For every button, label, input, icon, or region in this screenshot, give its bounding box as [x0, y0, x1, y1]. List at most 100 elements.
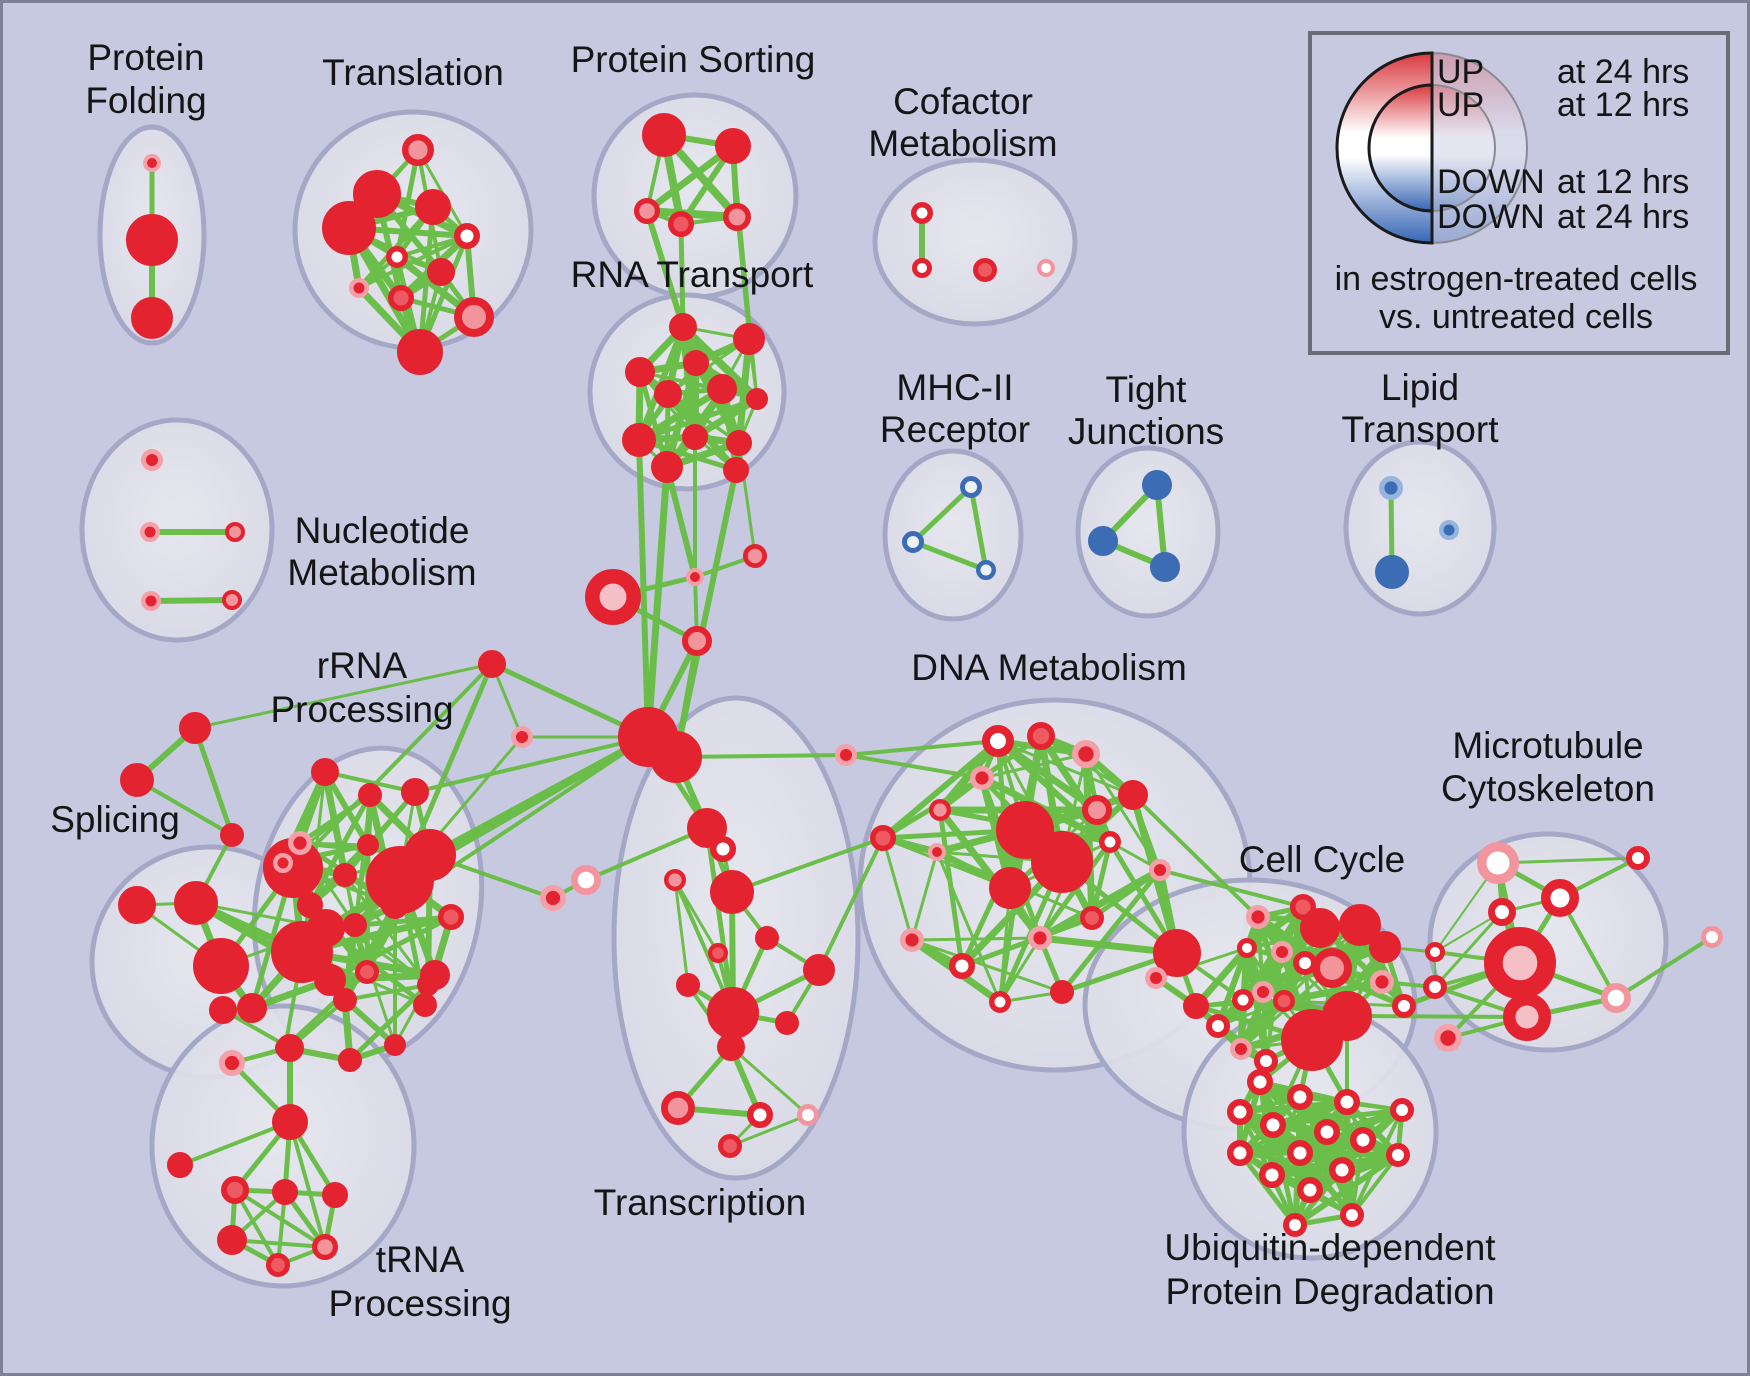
node-microtubule-cytoskeleton — [1423, 975, 1447, 999]
node-dna-metabolism — [1072, 740, 1101, 769]
node-cell-cycle — [1300, 908, 1340, 948]
node-rna-transport — [654, 380, 682, 408]
node-splicing — [438, 903, 465, 930]
node-microtubule-cytoskeleton — [1601, 983, 1631, 1013]
legend-time-0: at 24 hrs — [1557, 53, 1689, 91]
node-bridges — [510, 725, 533, 748]
node-dna-metabolism — [1082, 795, 1112, 825]
edge-link — [1345, 1014, 1529, 1019]
edge-trna-processing — [288, 1120, 327, 1249]
node-transcription — [687, 808, 727, 848]
edge-cell-cycle — [1280, 978, 1386, 1005]
node-cofactor-metabolism — [911, 202, 933, 224]
legend-caption-1: vs. untreated cells — [1379, 298, 1653, 336]
node-bridges — [585, 569, 642, 626]
nodes-layer — [118, 113, 1723, 1278]
node-trna-processing — [322, 1182, 348, 1208]
edge-link — [678, 221, 686, 330]
edge-ubiquitin-degradation — [1297, 1107, 1405, 1156]
cluster-label-lipid-transport: Transport — [1342, 409, 1500, 450]
node-ubiquitin-degradation — [1386, 1143, 1410, 1167]
node-transcription — [676, 973, 700, 997]
node-protein-sorting — [715, 128, 751, 164]
node-dna-metabolism — [949, 953, 975, 979]
node-trna-processing — [272, 1179, 298, 1205]
edge-link — [1158, 868, 1305, 909]
node-dna-metabolism — [1148, 858, 1171, 881]
node-translation — [353, 170, 401, 218]
edge-nucleotide-metabolism — [148, 597, 235, 604]
edge-transcription — [729, 1045, 810, 1117]
edge-microtubule-cytoskeleton — [1496, 856, 1640, 865]
node-cell-cycle — [1322, 991, 1372, 1041]
node-transcription — [796, 1103, 819, 1126]
edge-link — [730, 836, 885, 894]
node-cell-cycle — [1273, 989, 1296, 1012]
legend-time-1: at 12 hrs — [1557, 86, 1689, 124]
node-transcription — [755, 926, 779, 950]
edge-dna-metabolism — [959, 915, 1095, 969]
cluster-ellipse-cofactor-metabolism — [872, 157, 1078, 327]
node-translation — [454, 297, 494, 337]
node-rrna-processing — [311, 758, 339, 786]
node-microtubule-cytoskeleton — [1541, 879, 1579, 917]
edge-rna-transport — [636, 396, 760, 443]
node-cell-cycle — [1144, 966, 1167, 989]
edge-dna-metabolism — [910, 936, 1042, 942]
edge-microtubule-cytoskeleton — [1558, 896, 1618, 1000]
edge-transcription — [728, 1113, 810, 1148]
node-translation — [397, 329, 443, 375]
node-cell-cycle — [1251, 980, 1274, 1003]
edge-dna-metabolism — [935, 850, 1002, 1004]
node-bridges — [539, 884, 566, 911]
node-bridges — [220, 823, 244, 847]
node-rna-transport — [682, 424, 708, 450]
node-bridges — [743, 544, 768, 569]
legend-box — [1308, 31, 1730, 355]
node-rrna-processing — [417, 974, 439, 996]
cluster-label-cofactor-metabolism: Metabolism — [868, 123, 1057, 164]
node-dna-metabolism — [929, 799, 952, 822]
edge-trna-processing — [233, 1188, 280, 1267]
cluster-ellipse-tight-junctions — [1075, 445, 1221, 619]
node-splicing — [174, 881, 218, 925]
cluster-label-ubiquitin-degradation: Ubiquitin-dependent — [1164, 1227, 1496, 1268]
edge-dna-metabolism — [980, 752, 1088, 780]
node-protein-sorting — [667, 210, 694, 237]
node-transcription — [661, 1091, 696, 1126]
node-lipid-transport — [1439, 520, 1459, 540]
node-cofactor-metabolism — [1037, 258, 1056, 277]
node-microtubule-cytoskeleton — [1626, 846, 1650, 870]
edge-rrna-processing — [323, 770, 417, 794]
edge-link — [817, 836, 885, 972]
node-ubiquitin-degradation — [1329, 1157, 1355, 1183]
cluster-label-rna-transport: RNA Transport — [571, 254, 814, 295]
node-translation — [388, 285, 415, 312]
node-cell-cycle — [1229, 1037, 1252, 1060]
node-transcription — [775, 1011, 799, 1035]
node-trna-processing — [219, 1050, 246, 1077]
legend-time-2: at 12 hrs — [1557, 163, 1689, 201]
node-lipid-transport — [1378, 476, 1403, 501]
node-rrna-processing — [404, 829, 456, 881]
node-dna-metabolism — [900, 928, 925, 953]
node-rrna-processing — [333, 988, 357, 1012]
edge-mhc-ii-receptor — [910, 484, 974, 545]
node-transcription — [747, 1102, 773, 1128]
edge-mhc-ii-receptor — [910, 539, 989, 573]
node-microtubule-cytoskeleton — [1425, 942, 1445, 962]
node-ubiquitin-degradation — [1247, 1069, 1273, 1095]
edge-link — [731, 144, 759, 401]
edge-microtubule-cytoskeleton — [1433, 910, 1504, 989]
node-dna-metabolism — [989, 867, 1031, 909]
node-rna-transport — [746, 388, 768, 410]
node-rrna-processing — [358, 783, 382, 807]
node-ubiquitin-degradation — [1260, 1112, 1286, 1138]
node-bridges — [682, 626, 712, 656]
node-transcription — [707, 987, 759, 1039]
node-rrna-processing — [273, 853, 293, 873]
edge-link — [844, 753, 984, 780]
cluster-label-protein-folding: Protein — [87, 37, 204, 78]
node-trna-processing — [209, 996, 237, 1024]
